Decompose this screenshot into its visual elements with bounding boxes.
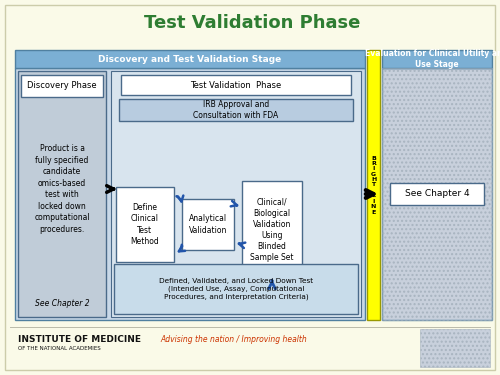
Bar: [420, 329, 490, 367]
Text: See Chapter 4: See Chapter 4: [404, 189, 469, 198]
Text: Defined, Validated, and Locked Down Test
(Intended Use, Assay, Computational
Pro: Defined, Validated, and Locked Down Test…: [159, 278, 313, 300]
Text: B
R
I
G
H
T
 
L
I
N
E: B R I G H T L I N E: [371, 156, 376, 214]
Bar: [15, 50, 365, 68]
Text: Clinical/
Biological
Validation
Using
Blinded
Sample Set: Clinical/ Biological Validation Using Bl…: [250, 198, 294, 262]
Text: Test Validation  Phase: Test Validation Phase: [190, 81, 282, 90]
Bar: [119, 99, 353, 121]
Text: Test Validation Phase: Test Validation Phase: [144, 14, 360, 32]
Text: INSTITUTE OF MEDICINE: INSTITUTE OF MEDICINE: [18, 334, 141, 344]
Bar: [382, 68, 492, 320]
Text: Discovery and Test Validation Stage: Discovery and Test Validation Stage: [98, 54, 282, 63]
Bar: [116, 187, 174, 262]
Bar: [382, 68, 492, 320]
Bar: [382, 50, 492, 68]
Text: Product is a
fully specified
candidate
omics-based
test with
locked down
computa: Product is a fully specified candidate o…: [34, 144, 90, 234]
Bar: [242, 181, 302, 279]
Text: Discovery Phase: Discovery Phase: [27, 81, 97, 90]
Text: Evaluation for Clinical Utility and
Use Stage: Evaluation for Clinical Utility and Use …: [366, 49, 500, 69]
Bar: [114, 264, 358, 314]
Text: Analytical
Validation: Analytical Validation: [189, 214, 227, 234]
Bar: [15, 68, 365, 320]
Text: IRB Approval and
Consultation with FDA: IRB Approval and Consultation with FDA: [194, 100, 278, 120]
Bar: [18, 71, 106, 317]
Bar: [111, 71, 361, 317]
Text: See Chapter 2: See Chapter 2: [34, 298, 90, 307]
Bar: [21, 75, 103, 97]
Text: OF THE NATIONAL ACADEMIES: OF THE NATIONAL ACADEMIES: [18, 346, 101, 351]
Bar: [390, 183, 484, 205]
Bar: [367, 50, 380, 320]
Text: Advising the nation / Improving health: Advising the nation / Improving health: [160, 334, 307, 344]
Bar: [182, 199, 234, 250]
Bar: [121, 75, 351, 95]
Text: Define
Clinical
Test
Method: Define Clinical Test Method: [130, 203, 160, 246]
